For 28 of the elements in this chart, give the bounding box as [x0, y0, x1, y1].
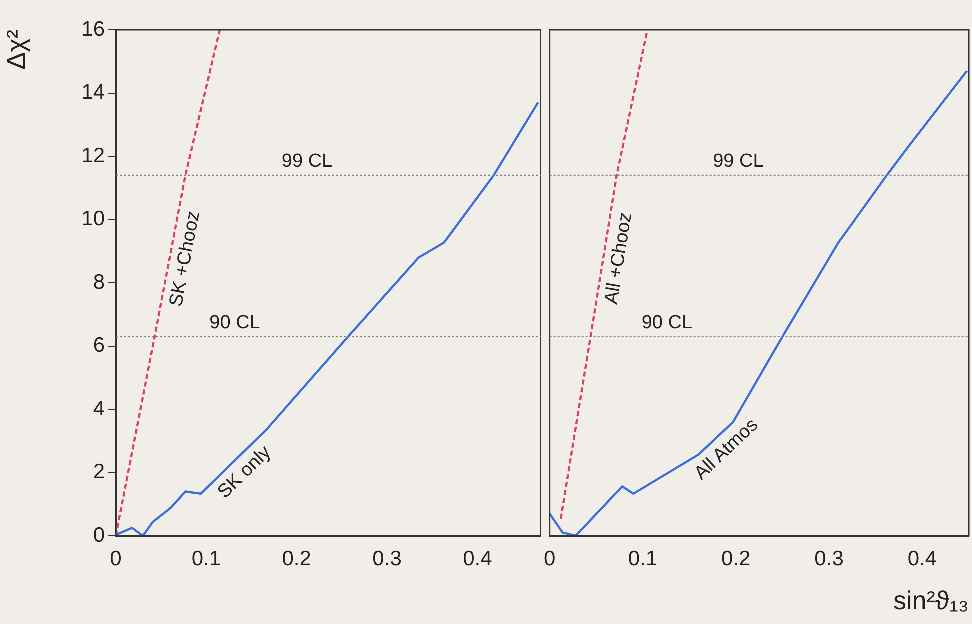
text: SK +Chooz — [166, 210, 205, 308]
y-tick-label: 0 — [93, 524, 105, 547]
ref-line-label: 90 CL — [210, 312, 260, 334]
ref-line-label: 99 CL — [282, 151, 333, 172]
y-tick-label: 8 — [93, 270, 105, 294]
x-tick-label: 0.1 — [628, 547, 658, 570]
text: All +Chooz — [601, 211, 637, 306]
x-tick-label: 0.3 — [372, 547, 402, 570]
x-tick-label: 0.3 — [814, 547, 844, 570]
y-tick-label: 12 — [82, 144, 105, 168]
x-tick-label: 0.4 — [908, 547, 938, 570]
ref-line-label: 99 CL — [713, 151, 764, 172]
x-tick-label: 0.2 — [722, 547, 751, 570]
x-tick-label: 0.2 — [282, 547, 312, 570]
x-tick-label: 0 — [110, 547, 122, 570]
y-tick-label: 6 — [93, 334, 105, 358]
x-tick-label: 0.4 — [463, 547, 493, 570]
y-tick-label: 2 — [93, 460, 105, 484]
ref-line-label: 90 CL — [642, 312, 693, 334]
y-axis-title: Δχ² — [0, 30, 31, 70]
x-tick-label: 0.1 — [192, 547, 222, 570]
y-tick-label: 16 — [82, 18, 105, 41]
text: SK only — [214, 442, 276, 503]
x-tick-label: 0 — [544, 547, 556, 570]
y-tick-label: 4 — [93, 397, 106, 420]
y-tick-label: 10 — [82, 208, 105, 231]
y-tick-label: 14 — [82, 81, 106, 104]
x-axis-title: sin²ϑ₁₃ — [894, 586, 969, 616]
